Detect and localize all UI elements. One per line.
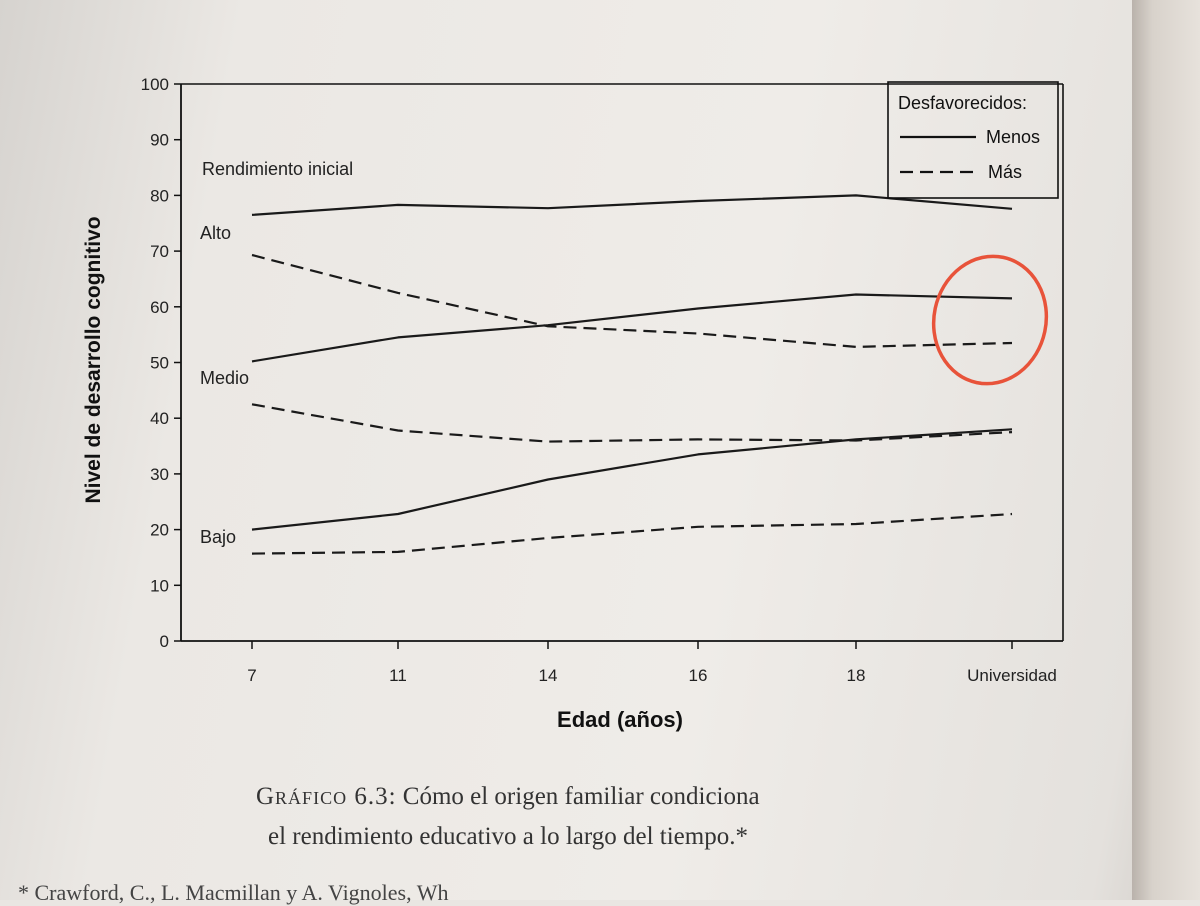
x-tick-label-4: 18 <box>847 666 866 685</box>
y-tick-label-80: 80 <box>150 186 169 205</box>
chart-axes: 0 10 20 30 40 50 60 70 80 90 100 7 11 14 16 18 Universid… <box>141 75 1064 685</box>
y-tick-label-10: 10 <box>150 576 169 595</box>
chart-series <box>251 194 1013 555</box>
group-label-alto: Alto <box>200 223 231 243</box>
figure-caption-line-2: el rendimiento educativo a lo largo del … <box>268 823 1028 851</box>
x-axis-title: Edad (años) <box>557 707 683 732</box>
legend: Desfavorecidos: Menos Más <box>887 81 1059 199</box>
caption-label: Gráfico 6.3: <box>256 783 397 810</box>
caption-text-1: Cómo el origen familiar condiciona <box>402 783 760 810</box>
series-line-medio-menos <box>251 293 1013 363</box>
series-line-medio-mas <box>251 403 1013 443</box>
series-line-alto-mas <box>251 253 1013 348</box>
annotation-heading: Rendimiento inicial <box>202 159 353 179</box>
y-tick-label-30: 30 <box>150 465 169 484</box>
y-tick-label-20: 20 <box>150 521 169 540</box>
footnote: * Crawford, C., L. Macmillan y A. Vignol… <box>18 880 449 905</box>
legend-box <box>887 81 1059 199</box>
group-label-bajo: Bajo <box>200 527 236 547</box>
legend-entry-menos: Menos <box>986 127 1040 147</box>
x-tick-label-1: 11 <box>389 666 407 685</box>
adjacent-page-edge <box>1132 0 1200 900</box>
y-tick-label-0: 0 <box>160 632 169 651</box>
figure-caption-line-1: Gráfico 6.3: Cómo el origen familiar con… <box>256 783 1016 811</box>
x-tick-label-3: 16 <box>689 666 708 685</box>
group-label-medio: Medio <box>200 368 249 388</box>
y-tick-label-100: 100 <box>141 75 169 94</box>
y-tick-label-60: 60 <box>150 298 169 317</box>
y-tick-label-70: 70 <box>150 242 169 261</box>
y-tick-label-90: 90 <box>150 131 169 150</box>
chart-labels: Nivel de desarrollo cognitivo Edad (años… <box>82 159 683 732</box>
caption-text-2: el rendimiento educativo a lo largo del … <box>268 823 748 850</box>
legend-entry-mas: Más <box>988 162 1022 182</box>
series-line-alto-menos <box>251 194 1013 216</box>
y-tick-label-50: 50 <box>150 354 169 373</box>
series-line-bajo-mas <box>251 512 1013 555</box>
y-tick-label-40: 40 <box>150 409 169 428</box>
series-line-bajo-menos <box>251 428 1013 531</box>
y-axis-title: Nivel de desarrollo cognitivo <box>82 216 105 503</box>
x-tick-label-5: Universidad <box>967 666 1057 685</box>
legend-title: Desfavorecidos: <box>898 93 1027 113</box>
x-tick-label-0: 7 <box>247 666 256 685</box>
x-tick-label-2: 14 <box>539 666 558 685</box>
red-hand-drawn-circle <box>931 254 1049 386</box>
